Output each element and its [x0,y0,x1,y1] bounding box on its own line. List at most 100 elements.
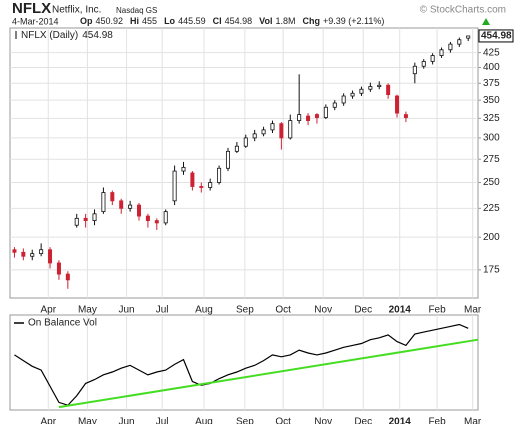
x-tick-label: Aug [195,417,213,424]
candle-body [83,217,88,222]
candle-body [181,166,186,172]
x-tick-label: May [78,417,97,424]
y-tick-label: 400 [483,62,500,73]
candle-body [128,204,133,209]
ticker: NFLX [12,0,51,17]
candle-body [412,65,417,75]
x-tick-label: Mar [464,417,482,424]
candle-body [448,43,453,51]
exchange: Nasdaq GS [116,6,157,15]
x-tick-label: Dec [354,417,372,424]
candle-body [110,192,115,202]
x-tick-label: Dec [354,305,372,316]
candle-body [48,249,53,264]
x-tick-label: Nov [314,305,332,316]
legend: NFLX (Daily) 454.98 [21,30,113,41]
x-tick-label: May [78,305,97,316]
candle-body [208,182,213,188]
y-tick-label: 175 [483,265,500,276]
candle-body [252,133,257,139]
candle-body [225,150,230,169]
x-tick-label: 2014 [389,305,412,316]
candle-body [297,114,302,121]
y-tick-label: 325 [483,113,500,124]
candle-body [65,273,70,281]
x-tick-label: Feb [428,305,446,316]
y-tick-label: 275 [483,154,500,165]
quote: Op 450.92 Hi 455 Lo 445.59 Cl 454.98 Vol 1.8M Chg +… [80,16,384,26]
candle-body [386,84,391,96]
candle-body [163,211,168,224]
candle-body [421,61,426,67]
candle-body [145,215,150,222]
candle-body [466,35,471,39]
candle-body [101,192,106,213]
quote-label: Lo [164,16,175,26]
candle-body [279,123,284,139]
legend-value: 454.98 [82,30,113,41]
quote-value: +9.39 (+2.11%) [323,16,384,26]
candle-body [430,55,435,62]
candle-body [323,106,328,118]
obv-line [14,323,469,406]
y-tick-label: 200 [483,232,500,243]
candle-body [306,115,311,121]
x-tick-label: Feb [428,417,446,424]
candle-body [137,204,142,217]
candle-body [172,170,177,202]
company: Netflix, Inc. [52,5,101,16]
source: © StockCharts.com [420,5,506,16]
candle-body [12,249,17,253]
quote-label: Hi [130,16,139,26]
candle-body [92,213,97,222]
candle-body [190,172,195,187]
y-tick-label: 425 [483,47,500,58]
candle-body [314,114,319,118]
x-tick-label: 2014 [389,417,412,424]
candle-body [359,88,364,94]
x-tick-label: Oct [275,305,291,316]
candle-body [119,200,124,209]
candle-body [377,84,382,87]
candle-body [288,120,293,139]
price-layer: 175 200 225 250 275 300 325 350 375 400 425 Apr May J… [10,28,514,316]
x-tick-label: Apr [40,417,56,424]
quote-label: Chg [302,16,320,26]
up-arrow [482,18,490,25]
candle-body [74,217,79,226]
x-tick-label: Sep [236,417,254,424]
x-tick-label: Jun [118,305,134,316]
x-tick-label: Sep [236,305,254,316]
x-tick-label: Jul [156,305,169,316]
candle-body [56,262,61,275]
x-tick-label: Jun [118,417,134,424]
y-tick-label: 375 [483,78,500,89]
candle-body [39,249,44,255]
x-tick-label: Aug [195,305,213,316]
y-tick-label: 250 [483,177,500,188]
candle-body [261,129,266,135]
quote-value: 450.92 [96,16,124,26]
legend: On Balance Vol [28,318,97,329]
candle-body [439,49,444,56]
quote-value: 445.59 [178,16,206,26]
x-tick-label: Jul [156,417,169,424]
y-tick-label: 300 [483,133,500,144]
candle-body [332,102,337,108]
candle-body [217,167,222,183]
obv-panel [9,314,479,411]
legend-name: NFLX (Daily) [21,30,78,41]
quote-label: Op [80,16,93,26]
quote-value: 455 [142,16,157,26]
quote-value: 454.98 [225,16,253,26]
price-panel [9,27,479,299]
last-price-box [478,29,514,43]
candle-body [403,114,408,118]
candle-body [21,251,26,257]
candle-body [243,137,248,147]
candle-body [270,123,275,131]
x-tick-label: Nov [314,417,332,424]
candle-body [341,95,346,104]
quote-label: Cl [213,16,222,26]
